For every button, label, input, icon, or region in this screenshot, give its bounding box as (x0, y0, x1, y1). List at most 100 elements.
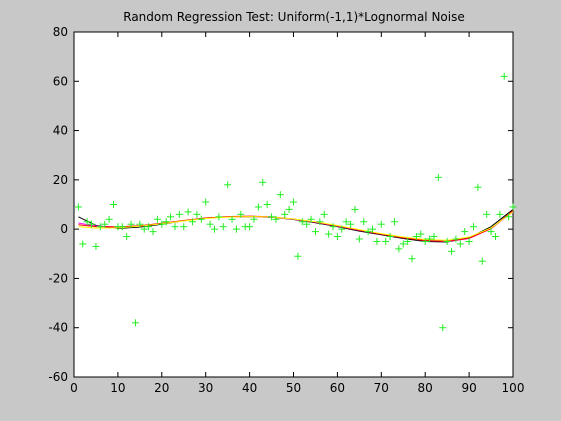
data-point (408, 255, 416, 263)
data-point (290, 198, 297, 206)
data-point (281, 210, 289, 218)
data-point (395, 245, 403, 253)
data-point (461, 228, 469, 236)
data-point (360, 218, 368, 226)
data-point (469, 223, 477, 231)
data-point (202, 198, 210, 206)
data-point (158, 220, 166, 228)
data-point (478, 257, 486, 265)
data-point (316, 218, 324, 226)
data-point (162, 218, 170, 226)
data-point (96, 223, 104, 231)
x-axis: 0 10 20 30 40 50 60 70 80 90 100 (70, 32, 524, 395)
data-point (430, 233, 438, 241)
data-point (215, 213, 223, 221)
data-point (373, 237, 381, 245)
data-point (448, 247, 456, 255)
x-tick-label: 80 (418, 381, 433, 395)
y-axis: -60 -40 -20 0 20 40 60 80 (48, 25, 513, 384)
data-point (342, 218, 350, 226)
data-point (171, 223, 179, 231)
data-point (105, 215, 113, 223)
chart-title: Random Regression Test: Uniform(-1,1)*Lo… (123, 10, 465, 24)
x-tick-label: 70 (374, 381, 389, 395)
y-tick-label: 20 (53, 173, 68, 187)
data-point (505, 213, 513, 221)
data-point (443, 237, 451, 245)
y-tick-label: 0 (60, 222, 68, 236)
data-point (259, 178, 267, 186)
data-point (232, 225, 240, 233)
data-point (294, 252, 302, 260)
data-point (439, 324, 447, 332)
x-tick-label: 90 (461, 381, 476, 395)
data-point (338, 225, 346, 233)
y-tick-label: -40 (48, 321, 68, 335)
data-point (197, 215, 205, 223)
data-point (250, 215, 258, 223)
data-point (268, 213, 276, 221)
data-point (303, 220, 311, 228)
data-point (184, 208, 192, 216)
data-point (276, 191, 284, 199)
data-point (298, 218, 306, 226)
x-tick-label: 30 (198, 381, 213, 395)
data-point (175, 210, 183, 218)
data-point (456, 240, 464, 248)
data-point (311, 228, 319, 236)
y-tick-label: 60 (53, 74, 68, 88)
data-point (364, 228, 372, 236)
data-point (193, 210, 201, 218)
x-tick-label: 100 (502, 381, 525, 395)
data-point (110, 201, 118, 208)
data-point (263, 201, 271, 208)
data-point (320, 210, 328, 218)
data-point (127, 220, 135, 228)
data-point (417, 230, 425, 238)
data-point (369, 225, 377, 233)
data-point (123, 233, 131, 241)
data-point (333, 233, 341, 241)
data-point (355, 235, 363, 243)
data-point (386, 233, 394, 241)
data-point (101, 220, 109, 228)
data-point (307, 215, 315, 223)
data-point (509, 203, 517, 211)
data-point (399, 240, 407, 248)
data-point (140, 225, 148, 233)
data-point (272, 215, 280, 223)
data-point (167, 213, 175, 221)
data-point (452, 235, 460, 243)
data-point (224, 181, 232, 189)
data-point (404, 237, 412, 245)
data-point (382, 237, 390, 245)
y-tick-label: 80 (53, 25, 68, 39)
x-tick-label: 60 (330, 381, 345, 395)
y-tick-label: 40 (53, 124, 68, 138)
data-point (412, 233, 420, 241)
data-point (500, 72, 508, 80)
data-point (491, 233, 499, 241)
fit-curve-4 (78, 211, 514, 241)
data-point (421, 237, 429, 245)
y-tick-label: -20 (48, 271, 68, 285)
data-point (149, 228, 157, 236)
x-tick-label: 0 (70, 381, 78, 395)
data-point (219, 223, 227, 231)
data-point (74, 203, 82, 211)
data-point (390, 218, 398, 226)
x-tick-label: 20 (154, 381, 169, 395)
data-point (237, 210, 245, 218)
data-point (325, 230, 333, 238)
data-point (351, 205, 359, 213)
data-point (145, 223, 153, 231)
data-point (206, 220, 214, 228)
data-point (189, 218, 197, 226)
data-point (285, 205, 293, 213)
data-point (474, 183, 482, 191)
data-point (465, 237, 473, 245)
data-point (377, 220, 385, 228)
data-point (254, 203, 262, 211)
data-point (118, 223, 126, 231)
